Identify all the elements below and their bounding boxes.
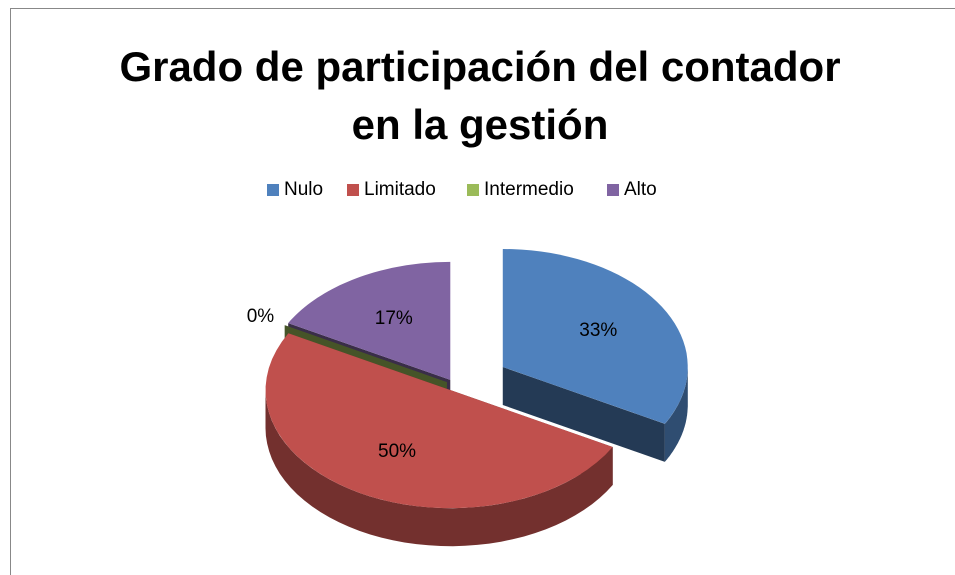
legend-label: Nulo (284, 179, 323, 200)
legend-label: Limitado (364, 179, 436, 200)
slice (265, 333, 613, 509)
data-label: 0% (247, 306, 275, 327)
data-label: 50% (378, 441, 416, 462)
legend-swatch (347, 184, 359, 196)
legend-swatch (607, 184, 619, 196)
slice-side (265, 390, 613, 547)
legend-swatch (267, 184, 279, 196)
data-label: 17% (375, 308, 413, 329)
slice-side (664, 367, 688, 462)
legend-label: Intermedio (484, 179, 574, 200)
slice (288, 261, 451, 380)
data-label: 33% (579, 320, 617, 341)
legend-swatch (467, 184, 479, 196)
chart-title: Grado de participación del contador en l… (119, 43, 841, 148)
slice-wall (502, 366, 665, 462)
slice (502, 249, 688, 424)
legend-label: Alto (624, 179, 657, 200)
